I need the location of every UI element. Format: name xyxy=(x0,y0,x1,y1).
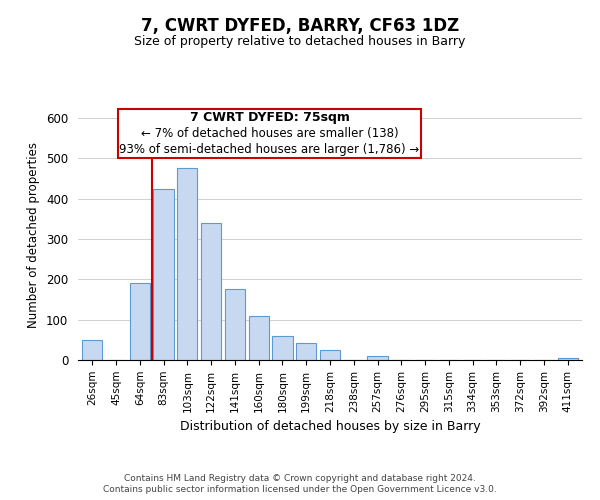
Bar xyxy=(320,350,340,360)
Bar xyxy=(557,358,578,360)
Text: Size of property relative to detached houses in Barry: Size of property relative to detached ho… xyxy=(134,35,466,48)
X-axis label: Distribution of detached houses by size in Barry: Distribution of detached houses by size … xyxy=(179,420,481,433)
Text: Contains HM Land Registry data © Crown copyright and database right 2024.: Contains HM Land Registry data © Crown c… xyxy=(124,474,476,483)
Text: ← 7% of detached houses are smaller (138): ← 7% of detached houses are smaller (138… xyxy=(141,126,398,140)
Text: 7 CWRT DYFED: 75sqm: 7 CWRT DYFED: 75sqm xyxy=(190,112,349,124)
Text: 93% of semi-detached houses are larger (1,786) →: 93% of semi-detached houses are larger (… xyxy=(119,142,419,156)
Bar xyxy=(130,284,150,360)
Bar xyxy=(154,188,173,360)
Bar xyxy=(367,356,388,360)
FancyBboxPatch shape xyxy=(118,109,421,158)
Bar xyxy=(177,168,197,360)
Text: 7, CWRT DYFED, BARRY, CF63 1DZ: 7, CWRT DYFED, BARRY, CF63 1DZ xyxy=(141,18,459,36)
Bar xyxy=(272,336,293,360)
Text: Contains public sector information licensed under the Open Government Licence v3: Contains public sector information licen… xyxy=(103,485,497,494)
Bar xyxy=(82,340,103,360)
Y-axis label: Number of detached properties: Number of detached properties xyxy=(28,142,40,328)
Bar xyxy=(201,223,221,360)
Bar xyxy=(296,342,316,360)
Bar xyxy=(225,290,245,360)
Bar xyxy=(248,316,269,360)
